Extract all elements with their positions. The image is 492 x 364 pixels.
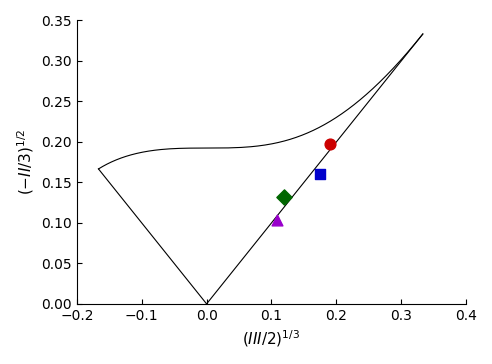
Point [273, 217, 280, 223]
Point [326, 142, 334, 147]
Point [316, 171, 324, 177]
X-axis label: $(III/2)^{1/3}$: $(III/2)^{1/3}$ [243, 328, 301, 349]
Point [280, 194, 288, 200]
Y-axis label: $(-II/3)^{1/2}$: $(-II/3)^{1/2}$ [15, 129, 36, 195]
